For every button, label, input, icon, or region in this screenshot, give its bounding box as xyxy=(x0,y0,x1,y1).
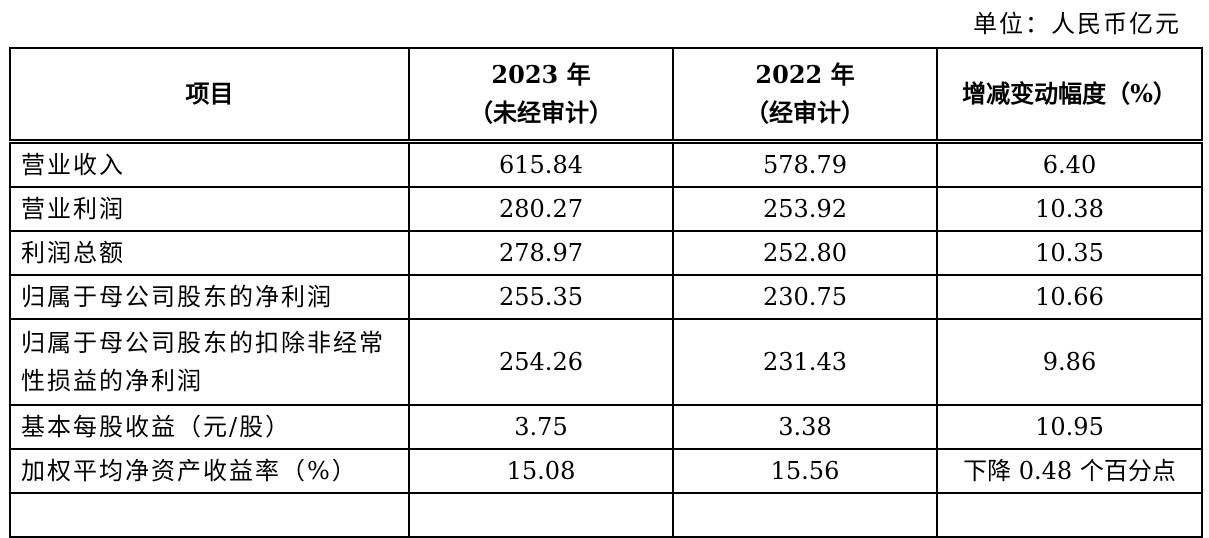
cell: 278.97 xyxy=(408,230,674,276)
header-line: （未经审计） xyxy=(469,98,613,127)
table-row: 营业收入 615.84 578.79 6.40 xyxy=(9,140,1203,188)
cell xyxy=(9,492,410,538)
unit-note: 单位：人民币亿元 xyxy=(973,10,1181,38)
row-label: 归属于母公司股东的净利润 xyxy=(9,274,410,320)
table-row: 营业利润 280.27 253.92 10.38 xyxy=(9,186,1203,232)
cell: 10.66 xyxy=(936,274,1203,320)
header-row: 项目 2023 年 （未经审计） 2022 年 （经审计） 增减变动幅度（%） xyxy=(9,47,1203,144)
column-header: 2022 年 （经审计） xyxy=(672,47,938,144)
row-label: 营业收入 xyxy=(9,140,410,188)
cell: 231.43 xyxy=(672,318,938,406)
cell: 3.38 xyxy=(672,404,938,450)
cell: 3.75 xyxy=(408,404,674,450)
cell: 10.95 xyxy=(936,404,1203,450)
column-header: 2023 年 （未经审计） xyxy=(408,47,674,144)
column-header: 增减变动幅度（%） xyxy=(936,47,1203,144)
cell: 252.80 xyxy=(672,230,938,276)
table-body: 营业收入 615.84 578.79 6.40 营业利润 280.27 253.92 10.3… xyxy=(9,140,1203,538)
cell: 615.84 xyxy=(408,140,674,188)
cell: 230.75 xyxy=(672,274,938,320)
header-line: 增减变动幅度（%） xyxy=(962,79,1177,108)
table-row: 利润总额 278.97 252.80 10.35 xyxy=(9,230,1203,276)
header-line: （经审计） xyxy=(745,98,865,127)
cell: 下降 0.48 个百分点 xyxy=(936,448,1203,494)
cell: 9.86 xyxy=(936,318,1203,406)
cell: 253.92 xyxy=(672,186,938,232)
cell: 10.38 xyxy=(936,186,1203,232)
table-row: 基本每股收益（元/股） 3.75 3.38 10.95 xyxy=(9,404,1203,450)
cell xyxy=(408,492,674,538)
table-row: 加权平均净资产收益率（%） 15.08 15.56 下降 0.48 个百分点 xyxy=(9,448,1203,494)
cell: 254.26 xyxy=(408,318,674,406)
header-line: 2023 年 xyxy=(491,60,591,89)
header-line: 2022 年 xyxy=(755,60,855,89)
cell: 15.56 xyxy=(672,448,938,494)
data-table: 项目 2023 年（未经审计） 2022 年（经审计） 增减变动幅度（%） 营业收入 6… xyxy=(9,47,1203,538)
row-label: 归属于母公司股东的扣除非经常性损益的净利润 xyxy=(9,318,410,406)
cell: 6.40 xyxy=(936,140,1203,188)
header-line: 项目 xyxy=(185,79,234,108)
table-row: 归属于母公司股东的扣除非经常性损益的净利润 254.26 231.43 9.86 xyxy=(9,318,1203,406)
page: 单位：人民币亿元 项目 2023 年 （未经审计） 2022 年 （经审计） 增减变动幅度… xyxy=(9,10,1203,538)
cell: 15.08 xyxy=(408,448,674,494)
row-label: 营业利润 xyxy=(9,186,410,232)
cell xyxy=(936,492,1203,538)
cell: 10.35 xyxy=(936,230,1203,276)
cell xyxy=(672,492,938,538)
cell: 578.79 xyxy=(672,140,938,188)
cell: 255.35 xyxy=(408,274,674,320)
table-row: 归属于母公司股东的净利润 255.35 230.75 10.66 xyxy=(9,274,1203,320)
column-header: 项目 xyxy=(9,47,410,144)
row-label: 利润总额 xyxy=(9,230,410,276)
row-label: 加权平均净资产收益率（%） xyxy=(9,448,410,494)
row-label: 基本每股收益（元/股） xyxy=(9,404,410,450)
table-row xyxy=(9,492,1203,538)
cell: 280.27 xyxy=(408,186,674,232)
